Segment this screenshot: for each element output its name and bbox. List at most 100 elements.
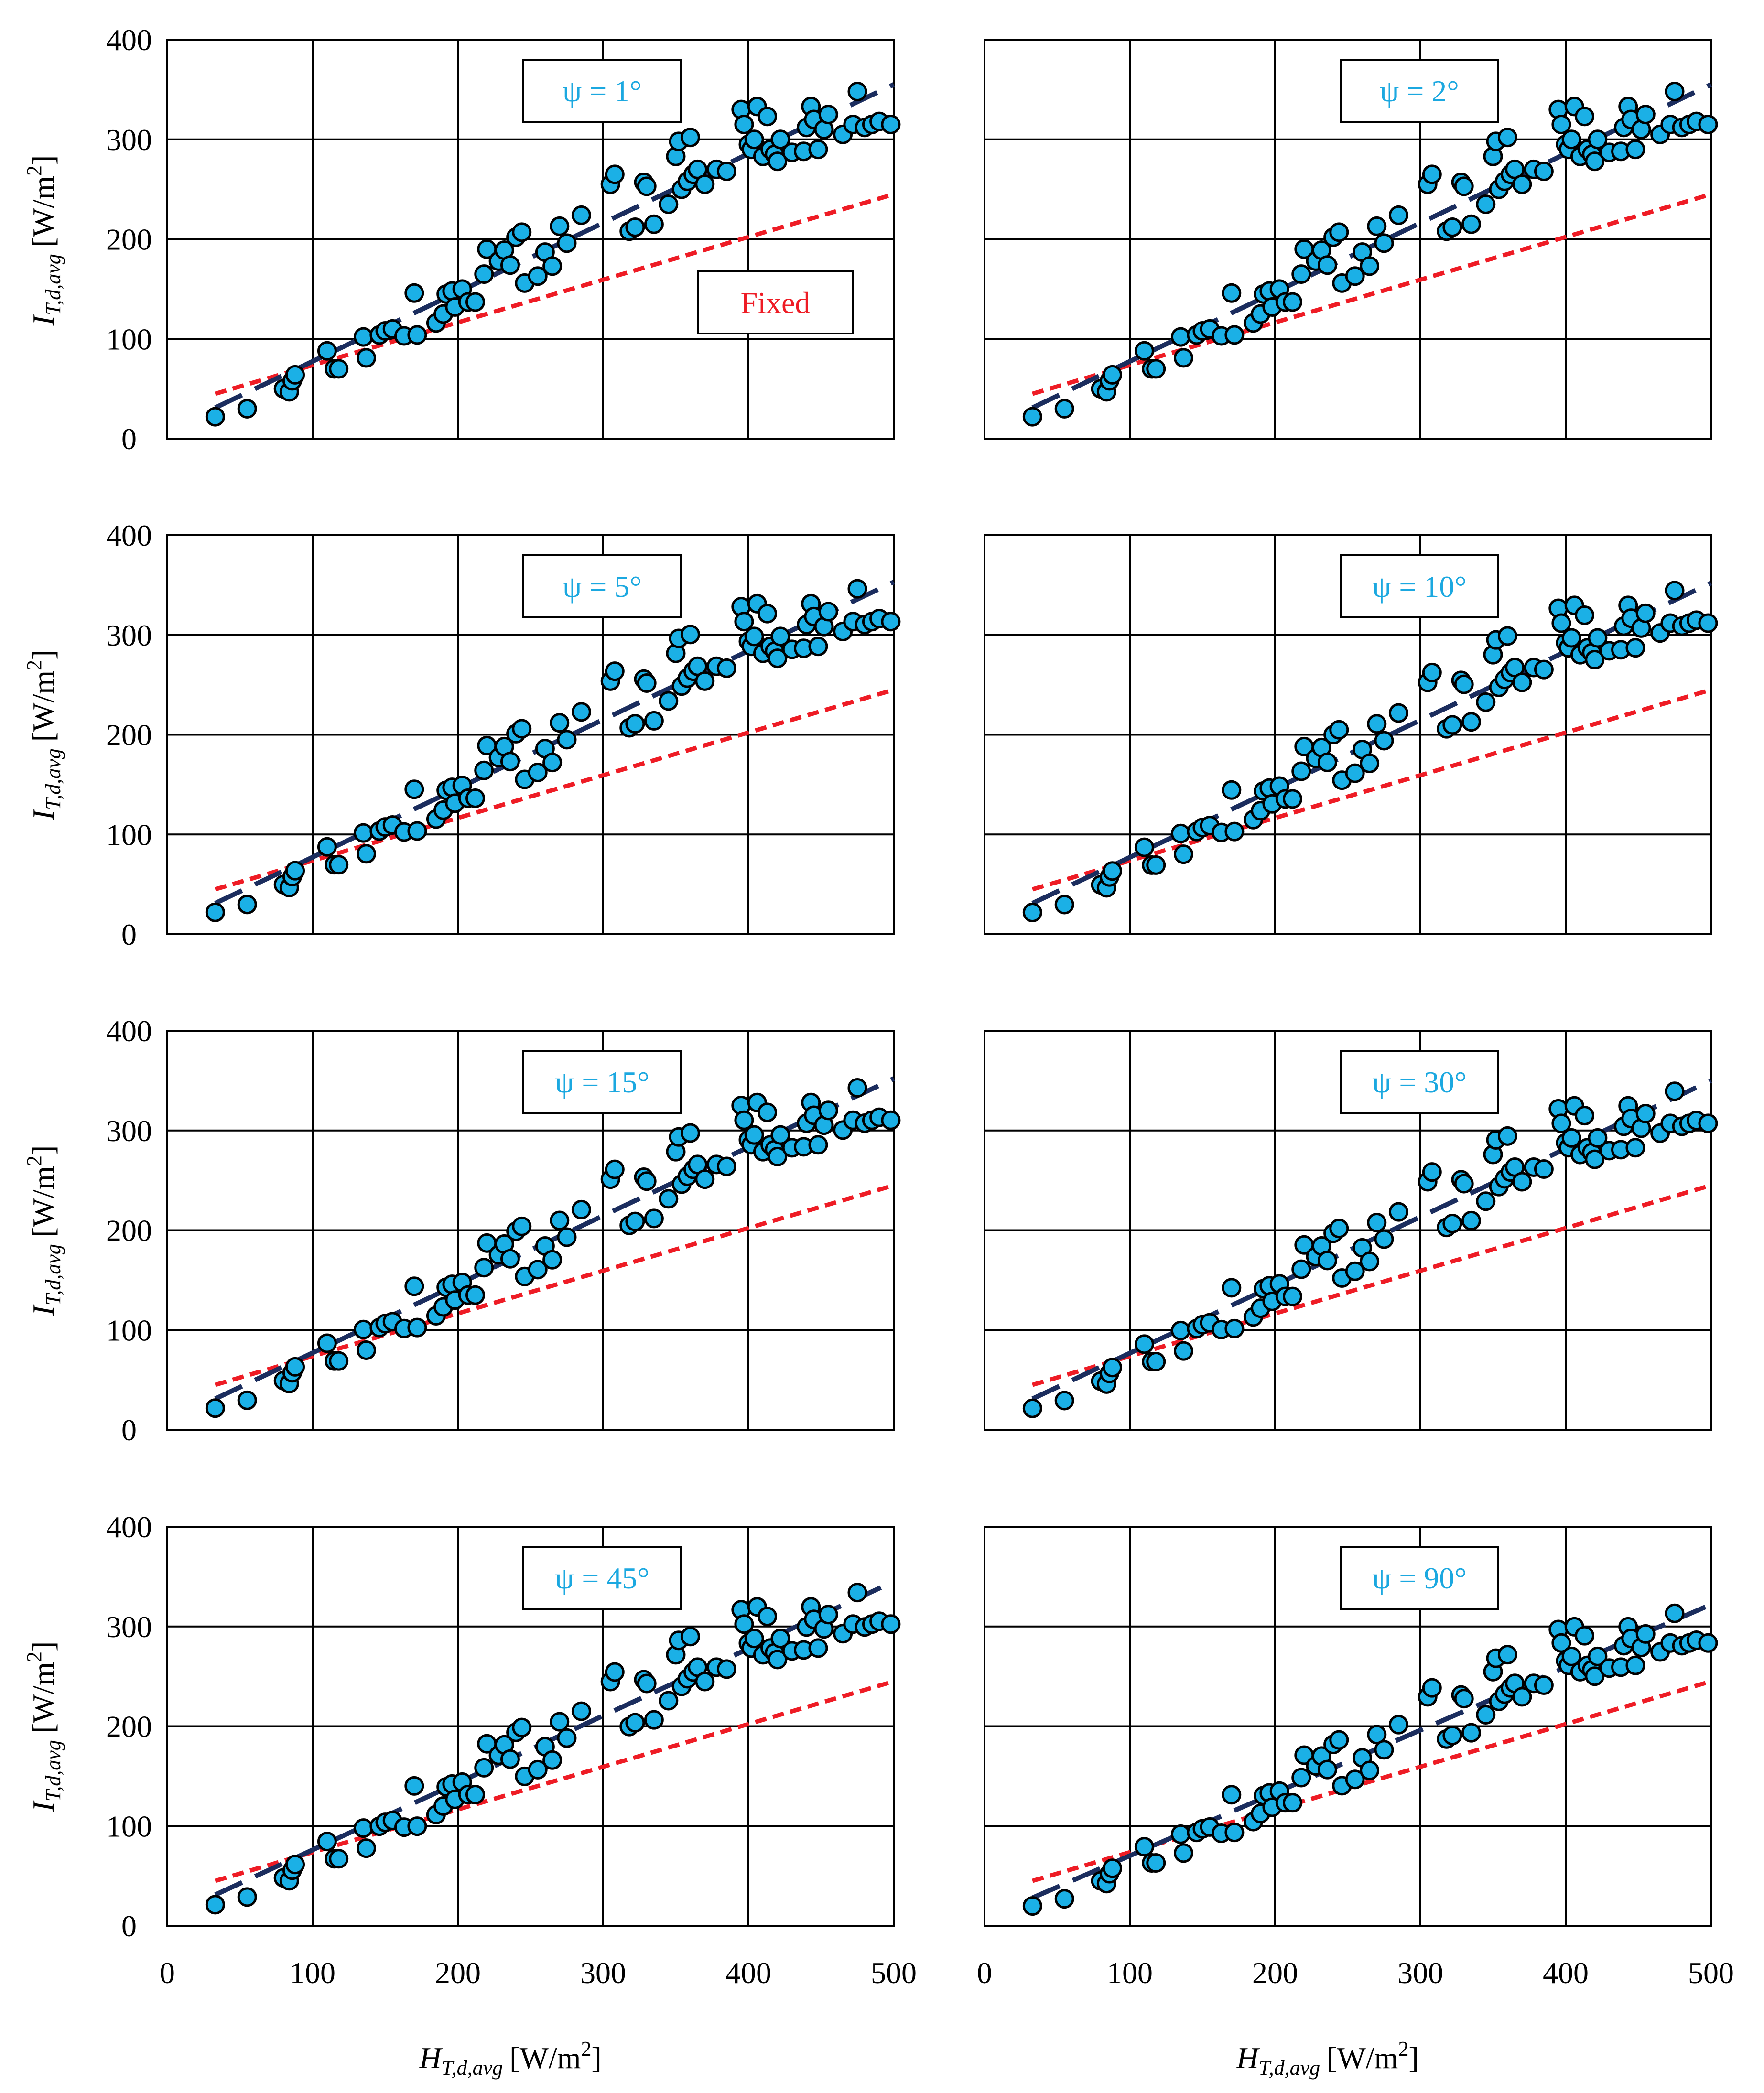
data-point	[1103, 365, 1123, 385]
data-point	[1422, 164, 1442, 184]
data-point	[1054, 1391, 1074, 1411]
data-point	[1103, 1358, 1123, 1378]
data-point	[1022, 1896, 1042, 1916]
chart-panel-2: ψ = 2°	[984, 39, 1718, 440]
data-point	[1224, 821, 1245, 842]
y-tick-label: 400	[106, 23, 152, 57]
y-tick-label: 400	[106, 1014, 152, 1048]
data-point	[1022, 1398, 1042, 1418]
data-point	[1173, 844, 1193, 864]
y-tick-label: 0	[121, 917, 137, 951]
data-point	[770, 1125, 790, 1145]
data-point	[818, 105, 838, 125]
data-point	[407, 821, 427, 841]
data-point	[1497, 1126, 1517, 1146]
data-point	[500, 255, 520, 275]
data-point	[1224, 1823, 1245, 1843]
data-point	[1224, 325, 1245, 345]
data-point	[1698, 114, 1718, 134]
data-point	[1454, 176, 1474, 196]
data-point	[317, 1832, 337, 1852]
y-tick-label: 300	[106, 618, 152, 652]
data-point	[557, 233, 577, 253]
data-point	[1635, 105, 1656, 125]
data-point	[1561, 129, 1581, 150]
data-point	[237, 1887, 257, 1907]
data-point	[758, 107, 778, 127]
data-point	[644, 1710, 664, 1730]
data-point	[1551, 613, 1571, 633]
data-point	[881, 114, 901, 134]
data-point	[1360, 1760, 1380, 1780]
data-point	[1374, 731, 1394, 751]
data-point	[1534, 659, 1554, 680]
data-point	[550, 1712, 570, 1732]
data-point	[205, 407, 225, 427]
data-point	[644, 214, 664, 234]
data-point	[1497, 626, 1517, 646]
data-point	[1476, 1191, 1496, 1211]
data-point	[465, 1285, 485, 1305]
data-point	[1422, 1678, 1442, 1698]
data-point	[1575, 605, 1595, 625]
data-point	[695, 1169, 715, 1189]
data-point	[1291, 264, 1311, 284]
data-point	[1461, 1210, 1481, 1230]
data-point	[695, 174, 715, 194]
data-point	[474, 264, 494, 284]
y-axis-label-row1: IT,d,avg[W/m2]	[22, 155, 65, 326]
x-tick-label: 500	[1688, 1956, 1734, 1990]
data-point	[1367, 714, 1387, 734]
data-point	[237, 1390, 257, 1410]
x-tick-label: 100	[290, 1956, 335, 1990]
data-point	[1360, 753, 1380, 773]
data-point	[465, 292, 485, 312]
data-point	[818, 1605, 838, 1625]
data-point	[881, 1614, 901, 1634]
data-point	[1476, 194, 1496, 214]
data-point	[1625, 638, 1645, 658]
chart-panel-7: 0 100 200 300 400 0 100 200 300 400 500 ψ = 45°	[106, 1510, 917, 1990]
y-tick-label: 100	[106, 1313, 152, 1347]
data-point	[285, 1855, 305, 1875]
data-point	[1170, 1824, 1190, 1844]
data-point	[881, 612, 901, 632]
data-point	[659, 1691, 679, 1711]
data-point	[1054, 895, 1074, 915]
data-point	[571, 1199, 591, 1219]
data-point	[1146, 855, 1166, 875]
data-point	[1575, 107, 1595, 127]
data-point	[1635, 1104, 1656, 1124]
data-point	[734, 1614, 754, 1634]
data-point	[1625, 1655, 1645, 1675]
data-point	[1422, 1162, 1442, 1182]
y-tick-label: 200	[106, 1214, 152, 1248]
data-point	[329, 855, 349, 875]
data-point	[237, 399, 257, 419]
data-point	[528, 1260, 548, 1280]
y-tick-label: 200	[106, 1710, 152, 1744]
data-point	[768, 151, 788, 172]
y-tick-label: 200	[106, 223, 152, 257]
data-point	[1625, 1138, 1645, 1158]
data-point	[847, 1078, 867, 1098]
y-axis-label-row4: IT,d,avg[W/m2]	[22, 1641, 65, 1812]
data-point	[1103, 1858, 1123, 1878]
data-point	[1575, 1106, 1595, 1126]
data-point	[1454, 1174, 1474, 1194]
data-point	[659, 1189, 679, 1209]
data-point	[1512, 672, 1532, 692]
data-point	[1291, 761, 1311, 781]
data-point	[1134, 341, 1154, 361]
data-point	[1665, 1603, 1685, 1623]
data-point	[285, 1357, 305, 1377]
x-tick-label: 0	[977, 1956, 992, 1990]
data-point	[680, 1123, 700, 1143]
data-point	[1329, 1730, 1349, 1750]
x-tick-label: 400	[1543, 1956, 1589, 1990]
data-point	[637, 176, 657, 196]
data-point	[329, 359, 349, 379]
data-point	[474, 1258, 494, 1278]
series-label-box	[1340, 1050, 1499, 1114]
data-point	[1170, 823, 1190, 843]
